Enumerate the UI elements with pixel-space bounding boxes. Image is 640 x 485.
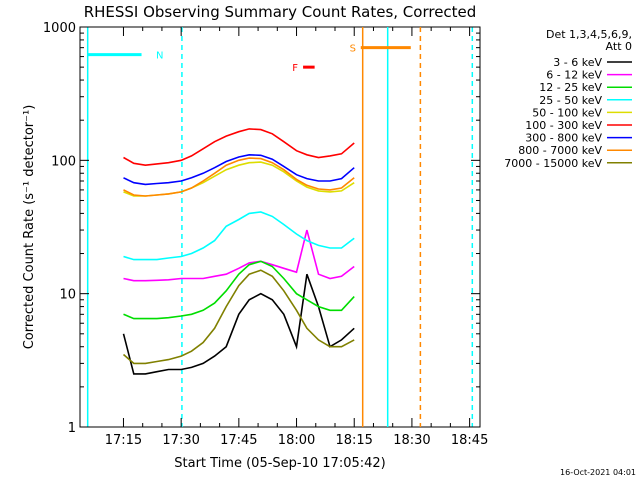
plot-frame	[79, 26, 481, 428]
x-tick-label: 18:45	[451, 433, 488, 448]
y-tick-label: 1	[68, 421, 76, 436]
segment-marker-label-s: S	[350, 44, 356, 55]
legend-label: 25 - 50 keV	[539, 94, 602, 107]
y-axis-label: Corrected Count Rate (s⁻¹ detector⁻¹)	[22, 105, 37, 350]
series-line-8	[122, 269, 355, 365]
legend-header: Det 1,3,4,5,6,9,	[546, 28, 632, 41]
series-line-2	[123, 260, 355, 320]
y-tick-label: 1000	[43, 21, 76, 36]
legend-header: Att 0	[606, 40, 632, 53]
series-line-0	[122, 273, 355, 375]
legend-label: 300 - 800 keV	[525, 132, 602, 145]
legend-label: 12 - 25 keV	[539, 81, 602, 94]
series-line-3	[123, 211, 355, 261]
x-axis-label: Start Time (05-Sep-10 17:05:42)	[174, 456, 385, 471]
instrument-state-lines	[86, 27, 474, 427]
x-tick-label: 17:15	[105, 433, 142, 448]
series-line-5	[123, 128, 355, 167]
series-lines	[122, 128, 355, 375]
segment-marker-label-f: F	[292, 63, 298, 74]
x-tick-label: 18:30	[393, 433, 430, 448]
plot-date-stamp: 16-Oct-2021 04:01	[560, 468, 636, 477]
x-tick-label: 17:30	[162, 433, 199, 448]
series-line-6	[123, 153, 355, 186]
legend-label: 6 - 12 keV	[546, 69, 602, 82]
legend-label: 50 - 100 keV	[532, 106, 602, 119]
legend-label: 800 - 7000 keV	[518, 144, 602, 157]
chart-title: RHESSI Observing Summary Count Rates, Co…	[84, 3, 477, 21]
legend-label: 100 - 300 keV	[525, 119, 602, 132]
series-line-1	[123, 229, 355, 282]
x-axis: 17:15 17:30 17:45 18:00 18:15 18:30 18:45	[105, 27, 488, 448]
legend-label: 7000 - 15000 keV	[504, 157, 602, 170]
x-tick-label: 18:15	[335, 433, 372, 448]
y-tick-label: 10	[59, 288, 76, 303]
segment-markers: N F S	[87, 44, 411, 74]
y-axis: 1 10 100 1000	[43, 21, 480, 436]
legend-label: 3 - 6 keV	[553, 56, 602, 69]
series-line-4	[123, 161, 355, 197]
series-line-7	[123, 157, 355, 197]
segment-marker-label-n: N	[156, 51, 163, 62]
y-tick-label: 100	[51, 154, 76, 169]
x-tick-label: 17:45	[220, 433, 257, 448]
x-tick-label: 18:00	[278, 433, 315, 448]
